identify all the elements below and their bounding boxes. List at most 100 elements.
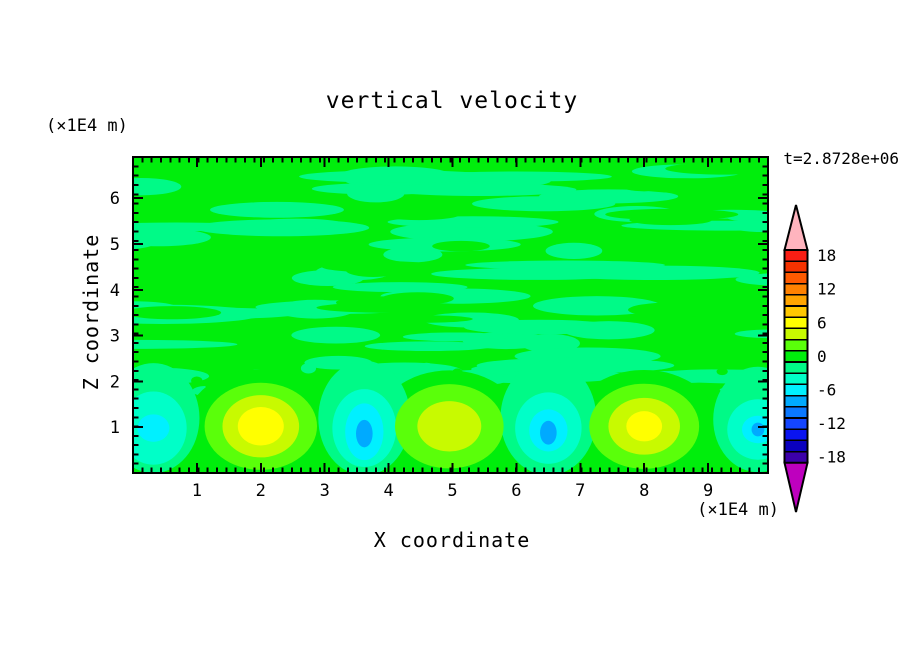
colorbar-segment xyxy=(783,428,809,442)
time-label: t=2.8728e+06 xyxy=(783,149,899,168)
streak xyxy=(381,292,454,305)
streak xyxy=(210,201,344,218)
colorbar-segment xyxy=(783,316,809,330)
contour-field xyxy=(133,157,768,473)
colorbar-segment xyxy=(783,439,809,453)
colorbar-segment xyxy=(783,249,809,262)
streak xyxy=(384,183,577,196)
colorbar-segment xyxy=(783,394,809,408)
x-axis-unit-label: (×1E4 m) xyxy=(697,500,779,520)
plot-title: vertical velocity xyxy=(325,88,579,114)
x-tick-label: 8 xyxy=(639,481,649,501)
colorbar-segment xyxy=(783,372,809,386)
x-tick-label: 4 xyxy=(383,481,393,501)
streak xyxy=(316,302,476,313)
z-tick-label: 2 xyxy=(110,372,120,392)
streak xyxy=(198,327,285,341)
streak xyxy=(629,214,712,226)
streak xyxy=(364,341,493,352)
x-tick-label: 3 xyxy=(320,481,330,501)
z-tick-label: 5 xyxy=(110,235,120,255)
cool-plume-ring xyxy=(540,420,557,445)
streak xyxy=(332,282,468,293)
colorbar-over-arrow xyxy=(783,204,809,251)
x-tick-label: 2 xyxy=(256,481,266,501)
z-tick-label: 3 xyxy=(110,327,120,347)
streak xyxy=(402,332,508,342)
streak xyxy=(133,339,238,349)
z-tick-label: 4 xyxy=(110,281,120,301)
streak xyxy=(656,345,712,354)
colorbar-segment xyxy=(783,361,809,374)
z-tick-labels: 1 2 3 4 5 6 xyxy=(110,189,120,438)
cool-plume xyxy=(133,363,200,473)
speckle xyxy=(191,376,203,386)
x-axis-title: X coordinate xyxy=(373,528,531,552)
colorbar-segment xyxy=(783,293,809,307)
streak xyxy=(291,270,365,286)
colorbar-segment xyxy=(783,282,809,296)
colorbar-label: 0 xyxy=(817,347,827,366)
warm-plume-ring xyxy=(237,407,284,446)
x-tick-label: 1 xyxy=(192,481,202,501)
streak xyxy=(630,178,736,193)
streak xyxy=(628,302,722,318)
speckle xyxy=(418,362,435,372)
cool-plume-ring xyxy=(751,422,765,437)
x-tick-label: 6 xyxy=(511,481,521,501)
x-tick-labels: 1 2 3 4 5 6 7 8 9 xyxy=(192,481,713,501)
streak xyxy=(133,178,182,196)
warm-plume xyxy=(394,384,504,469)
colorbar xyxy=(783,204,809,513)
colorbar-segment xyxy=(783,450,809,464)
colorbar-segment xyxy=(783,349,809,363)
cool-plume-ring xyxy=(137,414,170,442)
streak xyxy=(321,261,439,273)
streak xyxy=(538,189,679,204)
colorbar-segment xyxy=(783,405,809,419)
warm-plume xyxy=(204,382,318,470)
streak xyxy=(378,208,460,221)
x-tick-label: 5 xyxy=(447,481,457,501)
colorbar-segment xyxy=(783,260,809,274)
streak xyxy=(133,228,211,247)
cool-plume xyxy=(318,360,411,473)
streak xyxy=(299,170,497,183)
streak xyxy=(665,162,768,175)
colorbar-labels: 18 12 6 0 -6 -12 -18 xyxy=(817,246,846,467)
streak xyxy=(545,242,603,259)
warm-plume xyxy=(589,383,700,469)
z-axis-title: Z coordinate xyxy=(79,233,103,391)
colorbar-label: -12 xyxy=(817,414,846,433)
streak xyxy=(146,269,256,282)
z-tick-label: 1 xyxy=(110,418,120,438)
colorbar-segment xyxy=(783,271,809,285)
colorbar-under-arrow xyxy=(783,461,809,513)
streak xyxy=(249,218,344,230)
cool-plume xyxy=(713,366,768,473)
warm-plume-ring xyxy=(626,411,663,442)
streak xyxy=(291,326,381,344)
z-tick-label: 6 xyxy=(110,189,120,209)
cool-plume-ring xyxy=(356,419,373,448)
colorbar-segment xyxy=(783,327,809,341)
colorbar-segment xyxy=(783,417,809,430)
x-tick-label: 9 xyxy=(703,481,713,501)
warm-plume-ring xyxy=(417,401,482,452)
colorbar-label: 12 xyxy=(817,280,836,299)
streak xyxy=(550,265,760,281)
streak xyxy=(133,306,222,320)
streak xyxy=(347,184,405,203)
streak xyxy=(674,252,768,260)
axis-ticks xyxy=(133,157,768,473)
colorbar-label: -18 xyxy=(817,448,846,467)
colorbar-segment xyxy=(783,338,809,352)
colorbar-label: 18 xyxy=(817,246,836,265)
cool-plume xyxy=(500,360,597,473)
streak xyxy=(369,315,473,323)
x-tick-label: 7 xyxy=(575,481,585,501)
colorbar-label: 6 xyxy=(817,313,827,332)
colorbar-segment xyxy=(783,305,809,318)
